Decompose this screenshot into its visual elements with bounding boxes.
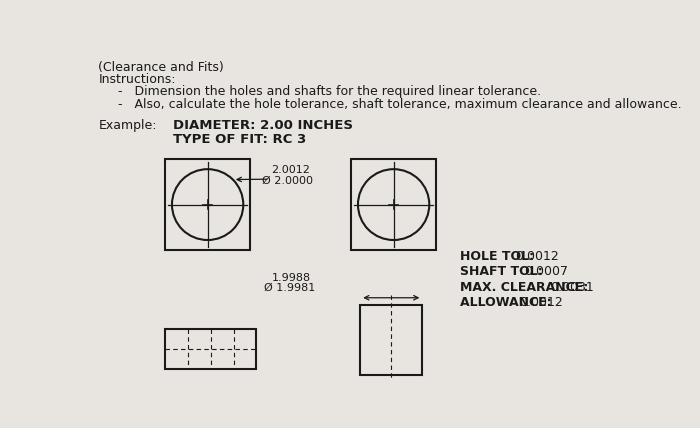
Bar xyxy=(360,306,422,375)
Text: Instructions:: Instructions: xyxy=(98,73,176,86)
Text: (Clearance and Fits): (Clearance and Fits) xyxy=(98,61,224,74)
Text: TYPE OF FIT: RC 3: TYPE OF FIT: RC 3 xyxy=(173,133,306,146)
Bar xyxy=(351,159,436,250)
Text: 0.0007: 0.0007 xyxy=(524,265,568,279)
Text: -   Also, calculate the hole tolerance, shaft tolerance, maximum clearance and a: - Also, calculate the hole tolerance, sh… xyxy=(118,98,682,110)
Text: 1.9988: 1.9988 xyxy=(272,273,311,283)
Text: HOLE TOL:: HOLE TOL: xyxy=(459,250,538,263)
Text: Ø 1.9981: Ø 1.9981 xyxy=(264,283,316,293)
Text: ALLOWANCE:: ALLOWANCE: xyxy=(459,296,556,309)
Text: 0.0012: 0.0012 xyxy=(519,296,563,309)
Text: 2.0012: 2.0012 xyxy=(271,165,310,175)
Bar xyxy=(165,329,256,369)
Text: -   Dimension the holes and shafts for the required linear tolerance.: - Dimension the holes and shafts for the… xyxy=(118,85,542,98)
Text: 0.0012: 0.0012 xyxy=(515,250,559,263)
Text: SHAFT TOL:: SHAFT TOL: xyxy=(459,265,551,279)
Text: 0.0031: 0.0031 xyxy=(550,281,594,294)
Text: Ø 2.0000: Ø 2.0000 xyxy=(262,175,313,185)
Text: Example:: Example: xyxy=(98,119,157,132)
Text: DIAMETER: 2.00 INCHES: DIAMETER: 2.00 INCHES xyxy=(173,119,353,132)
Bar xyxy=(165,159,251,250)
Text: MAX. CLEARANCE:: MAX. CLEARANCE: xyxy=(459,281,592,294)
